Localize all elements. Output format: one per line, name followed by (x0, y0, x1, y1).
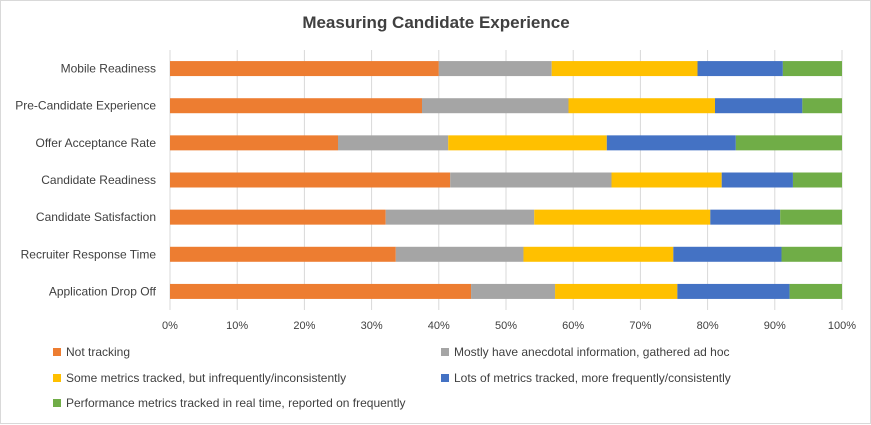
bar-segment (170, 246, 396, 262)
legend-label: Lots of metrics tracked, more frequently… (454, 371, 731, 385)
legend-swatch (441, 348, 449, 356)
x-tick-label: 50% (495, 320, 517, 332)
bar-segment (555, 283, 678, 299)
legend-label: Not tracking (66, 345, 130, 359)
category-labels: Mobile Readiness Pre-Candidate Experience… (15, 62, 156, 299)
legend-label: Mostly have anecdotal information, gathe… (454, 345, 730, 359)
bar-segment (523, 246, 674, 262)
bar-segment (385, 209, 535, 225)
category-label: Mobile Readiness (61, 62, 156, 76)
x-tick-label: 30% (361, 320, 383, 332)
bar-segment (606, 135, 736, 151)
legend-label: Performance metrics tracked in real time… (66, 396, 405, 410)
category-label: Candidate Readiness (41, 173, 156, 187)
legend-swatch (53, 348, 61, 356)
bar-segment (338, 135, 449, 151)
x-tick-label: 100% (828, 320, 856, 332)
bar-segment (450, 172, 612, 188)
bar-segment (710, 209, 781, 225)
bar-segment (714, 98, 803, 114)
legend-label: Some metrics tracked, but infrequently/i… (66, 371, 346, 385)
bar-segment (789, 283, 842, 299)
x-axis-tick-labels: 0% 10% 20% 30% 40% 50% 60% 70% 80% 90% 100% (162, 320, 856, 332)
x-tick-label: 20% (293, 320, 315, 332)
legend: Not tracking Mostly have anecdotal inform… (53, 345, 731, 410)
category-label: Recruiter Response Time (21, 247, 157, 261)
bar-segment (782, 61, 842, 77)
legend-swatch (441, 374, 449, 382)
bar-segment (780, 209, 842, 225)
bar-segment (697, 61, 783, 77)
x-tick-label: 0% (162, 320, 178, 332)
bar-segment (170, 61, 439, 77)
category-label: Application Drop Off (49, 284, 157, 298)
bar-segment (438, 61, 552, 77)
category-label: Pre-Candidate Experience (15, 99, 156, 113)
bar-segment (551, 61, 698, 77)
x-tick-label: 10% (226, 320, 248, 332)
bar-segment (471, 283, 556, 299)
bar-segment (170, 135, 338, 151)
bar-segment (448, 135, 607, 151)
bar-segment (735, 135, 842, 151)
bar-segment (673, 246, 782, 262)
bar-segment (170, 98, 422, 114)
bar-segment (170, 172, 451, 188)
bar-segment (611, 172, 722, 188)
bar-segment (395, 246, 524, 262)
bar-segment (170, 209, 386, 225)
x-tick-label: 40% (428, 320, 450, 332)
x-tick-label: 70% (629, 320, 651, 332)
bar-segment (422, 98, 569, 114)
bar-segment (802, 98, 842, 114)
bar-segment (792, 172, 842, 188)
x-tick-label: 80% (697, 320, 719, 332)
category-label: Candidate Satisfaction (36, 210, 156, 224)
legend-swatch (53, 399, 61, 407)
bar-segment (781, 246, 842, 262)
bar-segment (721, 172, 793, 188)
bars (170, 61, 842, 299)
x-tick-label: 60% (562, 320, 584, 332)
bar-segment (170, 283, 472, 299)
legend-swatch (53, 374, 61, 382)
bar-segment (677, 283, 790, 299)
category-label: Offer Acceptance Rate (35, 136, 156, 150)
chart-title: Measuring Candidate Experience (302, 13, 569, 32)
bar-segment (568, 98, 715, 114)
bar-segment (534, 209, 711, 225)
x-tick-label: 90% (764, 320, 786, 332)
